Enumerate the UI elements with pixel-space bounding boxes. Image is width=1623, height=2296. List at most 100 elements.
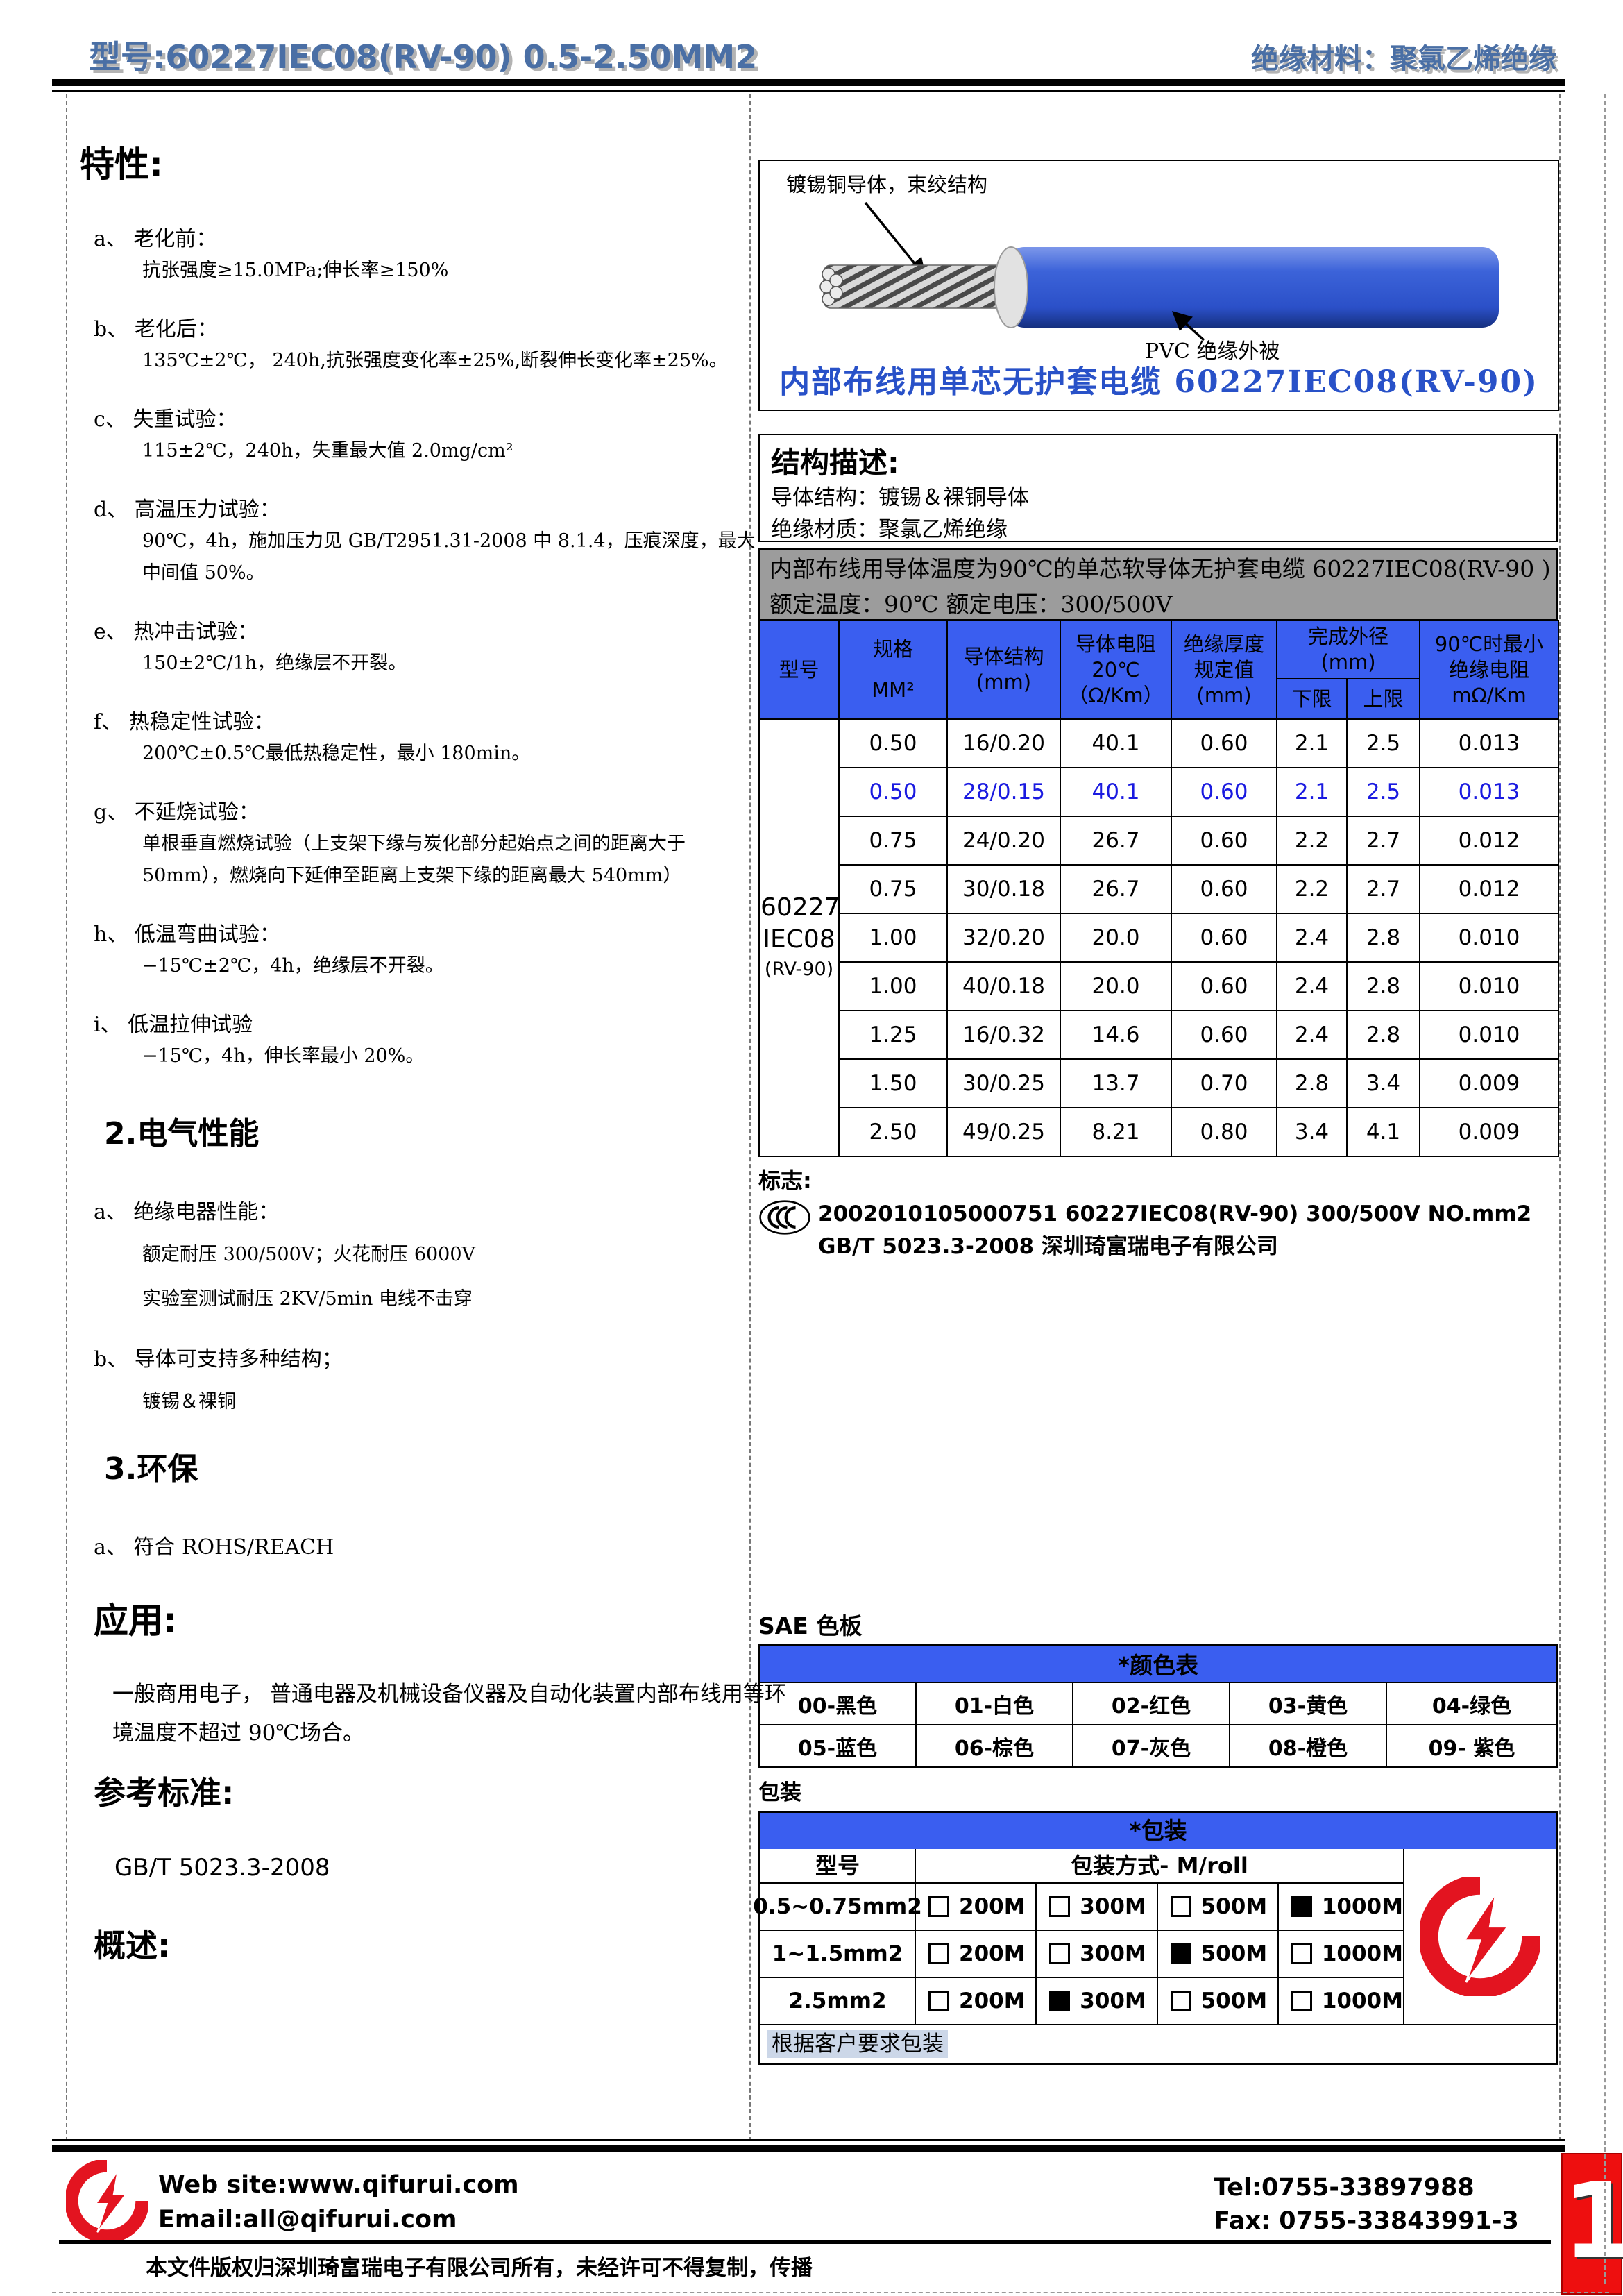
- color-cell: 09- 紫色: [1386, 1724, 1558, 1768]
- packing-grid: 型号 包装方式- M/roll 0.5~0.75mm2 200M 300M 500M 1…: [753, 1849, 1404, 2024]
- packing-note: 根据客户要求包装: [760, 2024, 1556, 2063]
- option-label: 300M: [1080, 1941, 1146, 1966]
- list-item: b、 导体可支持多种结构； 镀锡＆裸铜: [94, 1344, 745, 1419]
- cable-body: [1008, 247, 1499, 328]
- col-od-min: 下限: [1276, 678, 1348, 720]
- pvc-label: PVC 绝缘外被: [1145, 339, 1280, 362]
- item-line: 200℃±0.5℃最低热稳定性，最小 180min。: [142, 743, 531, 764]
- spec-cell: 14.6: [1060, 1010, 1172, 1060]
- footer-email: Email:all@qifurui.com: [158, 2206, 457, 2234]
- spec-cell: 1.00: [838, 961, 948, 1011]
- footer-tel: Tel:0755-33897988: [1214, 2174, 1475, 2202]
- checkbox: [928, 1943, 949, 1964]
- list-item: h、 低温弯曲试验： −15℃±2℃，4h，绝缘层不开裂。: [94, 920, 745, 982]
- page-number-badge: 1: [1561, 2153, 1623, 2295]
- footer-fax: Fax: 0755-33843991-3: [1214, 2207, 1519, 2235]
- spec-row: 1.00 32/0.20 20.0 0.60 2.4 2.8 0.010: [759, 913, 1560, 963]
- item-line: 抗张强度≥15.0MPa;伸长率≥150%: [142, 260, 449, 281]
- spec-cell: 8.21: [1060, 1107, 1172, 1157]
- footer-copyright: 本文件版权归深圳琦富瑞电子有限公司所有，未经许可不得复制，传播: [146, 2256, 813, 2281]
- spec-cell: 40/0.18: [946, 961, 1061, 1011]
- checkbox: [1049, 1896, 1071, 1917]
- color-cell: 08-橙色: [1229, 1724, 1387, 1768]
- spec-cell: 1.25: [838, 1010, 948, 1060]
- item-line: 中间值 50%。: [142, 562, 265, 584]
- sae-block: SAE 色板 *颜色表 00-黑色 01-白色 02-红色 03-黄色 04-绿色 05-…: [758, 1614, 1558, 1768]
- packing-option: 1000M: [1277, 1931, 1403, 1977]
- option-label: 200M: [959, 1989, 1026, 2014]
- col-thickness-line2: 规定值: [1193, 657, 1255, 682]
- checkbox: [928, 1991, 949, 2011]
- spec-cell: 20.0: [1060, 913, 1172, 963]
- overview-section: 概述:: [94, 1921, 745, 1966]
- spec-cell: 40.1: [1060, 767, 1172, 817]
- spec-cell: 0.50: [838, 767, 948, 817]
- spec-cell: 40.1: [1060, 718, 1172, 768]
- col-spec-line2: MM²: [872, 678, 915, 702]
- spec-cell: 0.010: [1419, 1010, 1560, 1060]
- spec-cell: 0.60: [1171, 1010, 1277, 1060]
- spec-cell: 2.8: [1345, 1010, 1421, 1060]
- page-right-dashed-border: [1604, 94, 1606, 2284]
- spec-cell: 1.00: [838, 913, 948, 963]
- col-od-group: 完成外径 (mm): [1275, 620, 1421, 679]
- left-column: 特性: a、 老化前： 抗张强度≥15.0MPa;伸长率≥150% b、 老化后： 1…: [66, 94, 786, 2141]
- col-spec: 规格 MM²: [838, 620, 948, 720]
- banner-line1: 内部布线用导体温度为90℃的单芯软导体无护套电缆 60227IEC08(RV-9…: [770, 555, 1551, 582]
- footer-website: Web site:www.qifurui.com: [158, 2171, 519, 2199]
- environment-section: 3.环保 a、 符合 ROHS/REACH: [94, 1444, 745, 1563]
- checkbox: [1291, 1896, 1312, 1917]
- electrical-list: a、 绝缘电器性能： 额定耐压 300/500V；火花耐压 6000V 实验室测试耐…: [94, 1197, 745, 1419]
- cable-illustration: 镀锡铜导体，束绞结构 PVC 绝缘外被: [786, 173, 1499, 362]
- cable-diagram: 镀锡铜导体，束绞结构 PVC 绝缘外被 内部布线用单芯无护套电缆 60227IE…: [758, 160, 1559, 411]
- insulation-end-face: [994, 246, 1028, 328]
- packing-option: 200M: [915, 1884, 1035, 1930]
- characteristics-title: 特性:: [80, 144, 163, 185]
- packing-table-title: *包装: [760, 1813, 1556, 1849]
- application-text: 一般商用电子， 普通电器及机械设备仪器及自动化装置内部布线用等环 境温度不超过 9…: [94, 1675, 786, 1753]
- model-line: (RV-90): [764, 959, 834, 980]
- spec-cell: 16/0.32: [946, 1010, 1061, 1060]
- item-head: f、 热稳定性试验：: [94, 710, 275, 734]
- spec-cell: 4.1: [1345, 1107, 1421, 1157]
- spec-cell: 0.50: [838, 718, 948, 768]
- spec-cell: 0.60: [1171, 816, 1277, 866]
- spec-cell: 2.5: [1345, 718, 1421, 768]
- packing-title: 包装: [758, 1780, 801, 1805]
- col-ir-line3: mΩ/Km: [1452, 683, 1527, 707]
- option-label: 1000M: [1321, 1989, 1403, 2014]
- model-header: 型号:60227IEC08(RV-90) 0.5-2.50MM2: [89, 38, 758, 76]
- page-bottom-dashed-border: [52, 2292, 1609, 2293]
- color-cell: 06-棕色: [915, 1724, 1073, 1768]
- item-head: a、 绝缘电器性能：: [94, 1200, 280, 1224]
- option-label: 500M: [1200, 1941, 1268, 1966]
- header-rule-thin: [52, 90, 1565, 92]
- spec-cell: 0.75: [838, 816, 948, 866]
- col-ir: 90℃时最小 绝缘电阻 mΩ/Km: [1419, 620, 1560, 720]
- environment-list: a、 符合 ROHS/REACH: [94, 1533, 745, 1563]
- spec-cell: 2.4: [1276, 961, 1348, 1011]
- list-item: c、 失重试验： 115±2℃，240h，失重最大值 2.0mg/cm²: [94, 405, 745, 467]
- col-resistance-line1: 导体电阻: [1075, 632, 1156, 656]
- packing-option: 500M: [1156, 1884, 1277, 1930]
- list-item: e、 热冲击试验： 150±2℃/1h，绝缘层不开裂。: [94, 617, 745, 679]
- reference-standard: GB/T 5023.3-2008: [114, 1854, 330, 1882]
- item-head: i、 低温拉伸试验: [94, 1013, 253, 1037]
- spec-cell: 3.4: [1345, 1058, 1421, 1108]
- spec-cell: 2.1: [1276, 718, 1348, 768]
- col-od-line1: 完成外径: [1308, 625, 1389, 648]
- packing-note-text: 根据客户要求包装: [767, 2030, 948, 2058]
- list-item: a、 绝缘电器性能： 额定耐压 300/500V；火花耐压 6000V 实验室测试耐…: [94, 1197, 745, 1317]
- checkbox: [928, 1896, 949, 1917]
- packing-model: 0.5~0.75mm2: [753, 1894, 922, 1919]
- spec-cell: 0.70: [1171, 1058, 1277, 1108]
- spec-cell: 30/0.25: [946, 1058, 1061, 1108]
- spec-cell: 0.013: [1419, 767, 1560, 817]
- reference-title: 参考标准:: [94, 1774, 235, 1812]
- item-line: 镀锡＆裸铜: [142, 1391, 236, 1412]
- option-label: 1000M: [1321, 1941, 1403, 1966]
- spec-cell: 0.012: [1419, 816, 1560, 866]
- spec-cell: 0.75: [838, 864, 948, 914]
- spec-table: 型号 规格 MM² 导体结构 (mm) 导体电阻 20℃ （Ω/Km）: [758, 620, 1560, 1157]
- color-cell: 07-灰色: [1072, 1724, 1230, 1768]
